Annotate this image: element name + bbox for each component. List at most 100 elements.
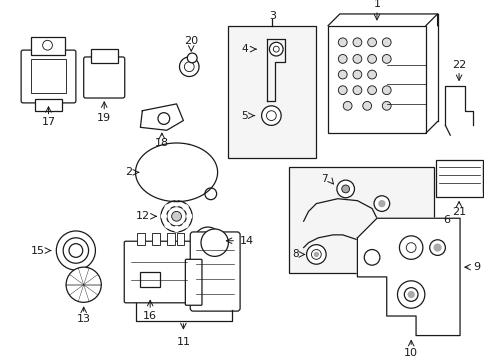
Circle shape xyxy=(63,238,88,263)
Polygon shape xyxy=(357,218,459,336)
Circle shape xyxy=(204,188,216,200)
Circle shape xyxy=(338,86,346,95)
Circle shape xyxy=(165,223,170,228)
Text: 11: 11 xyxy=(176,337,190,347)
Circle shape xyxy=(404,288,417,301)
Circle shape xyxy=(42,40,52,50)
FancyBboxPatch shape xyxy=(83,57,124,98)
Bar xyxy=(327,26,425,133)
Circle shape xyxy=(171,211,181,221)
Circle shape xyxy=(194,227,221,255)
FancyBboxPatch shape xyxy=(124,241,193,303)
Circle shape xyxy=(382,86,390,95)
Text: 19: 19 xyxy=(97,113,111,122)
Bar xyxy=(228,26,316,158)
Text: 4: 4 xyxy=(241,44,247,54)
Circle shape xyxy=(69,244,82,257)
Bar xyxy=(176,233,184,245)
Circle shape xyxy=(179,57,199,77)
Circle shape xyxy=(352,70,361,79)
Text: 21: 21 xyxy=(451,207,465,217)
Circle shape xyxy=(367,54,376,63)
Text: 18: 18 xyxy=(155,138,169,148)
Circle shape xyxy=(382,38,390,47)
Circle shape xyxy=(373,196,389,211)
Circle shape xyxy=(378,201,384,207)
Text: 22: 22 xyxy=(451,60,465,70)
Circle shape xyxy=(399,236,422,259)
Text: 6: 6 xyxy=(443,215,449,225)
Text: 14: 14 xyxy=(240,236,254,246)
Bar xyxy=(137,233,145,245)
Circle shape xyxy=(183,205,187,210)
Circle shape xyxy=(266,111,276,121)
Circle shape xyxy=(429,240,445,255)
Circle shape xyxy=(261,106,281,125)
Circle shape xyxy=(161,214,166,219)
Circle shape xyxy=(186,214,191,219)
Circle shape xyxy=(433,244,440,251)
Text: 13: 13 xyxy=(77,314,90,324)
Circle shape xyxy=(56,231,95,270)
Text: 16: 16 xyxy=(143,311,157,321)
Circle shape xyxy=(343,102,351,110)
Text: 2: 2 xyxy=(125,167,132,177)
FancyBboxPatch shape xyxy=(21,50,76,103)
Circle shape xyxy=(352,86,361,95)
Circle shape xyxy=(406,243,415,252)
Circle shape xyxy=(382,54,390,63)
Circle shape xyxy=(174,226,179,231)
Circle shape xyxy=(158,113,169,125)
Bar xyxy=(152,233,160,245)
Circle shape xyxy=(183,223,187,228)
Circle shape xyxy=(364,249,379,265)
Text: 15: 15 xyxy=(31,246,44,256)
Circle shape xyxy=(165,205,170,210)
Circle shape xyxy=(161,201,192,232)
Circle shape xyxy=(352,54,361,63)
Circle shape xyxy=(311,249,321,259)
Circle shape xyxy=(314,252,318,256)
Circle shape xyxy=(269,42,283,56)
Bar xyxy=(31,37,65,55)
Bar xyxy=(435,159,482,197)
Text: 9: 9 xyxy=(473,262,480,272)
Circle shape xyxy=(362,102,371,110)
Circle shape xyxy=(367,70,376,79)
Circle shape xyxy=(66,267,101,302)
Circle shape xyxy=(166,207,186,226)
Circle shape xyxy=(358,246,375,263)
Bar xyxy=(31,59,66,93)
Circle shape xyxy=(341,185,349,193)
Circle shape xyxy=(184,62,194,72)
Circle shape xyxy=(397,281,424,308)
Circle shape xyxy=(352,38,361,47)
Text: 12: 12 xyxy=(136,211,150,221)
Bar xyxy=(90,49,118,63)
Text: 3: 3 xyxy=(268,11,275,21)
FancyBboxPatch shape xyxy=(185,259,202,305)
FancyBboxPatch shape xyxy=(190,232,240,311)
Text: 8: 8 xyxy=(291,249,298,260)
Circle shape xyxy=(338,70,346,79)
Bar xyxy=(35,99,62,111)
Text: 10: 10 xyxy=(404,348,417,358)
Text: 20: 20 xyxy=(184,36,198,46)
Circle shape xyxy=(363,251,370,258)
Polygon shape xyxy=(140,104,183,130)
Bar xyxy=(482,165,487,192)
Circle shape xyxy=(367,86,376,95)
Circle shape xyxy=(273,46,279,52)
Text: 17: 17 xyxy=(41,117,56,127)
Circle shape xyxy=(200,233,215,248)
Circle shape xyxy=(382,102,390,110)
Circle shape xyxy=(338,54,346,63)
Circle shape xyxy=(407,292,413,297)
Circle shape xyxy=(338,38,346,47)
Text: 5: 5 xyxy=(241,111,247,121)
Text: 1: 1 xyxy=(373,0,380,9)
Bar xyxy=(140,272,160,287)
Circle shape xyxy=(201,229,228,256)
Bar xyxy=(288,167,433,273)
Circle shape xyxy=(174,201,179,206)
